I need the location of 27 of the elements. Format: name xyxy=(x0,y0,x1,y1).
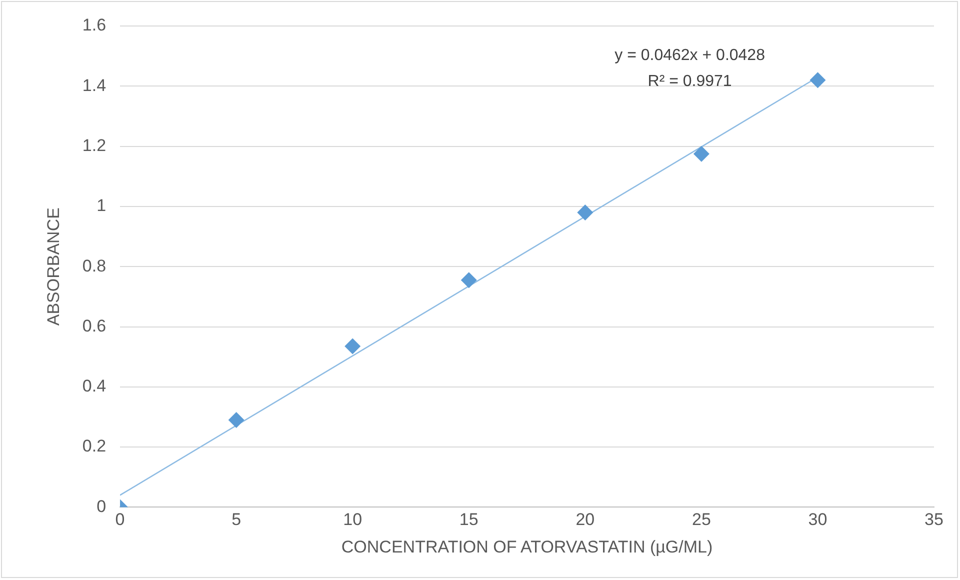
x-tick-label: 30 xyxy=(808,510,828,530)
x-tick-label: 20 xyxy=(576,510,595,530)
y-tick-label: 0.6 xyxy=(82,316,106,336)
y-axis-title: ABSORBANCE xyxy=(44,208,63,326)
point xyxy=(577,204,594,220)
y-tick-label: 0 xyxy=(96,496,106,516)
y-tick-label: 1.6 xyxy=(82,16,106,35)
point xyxy=(693,146,710,162)
x-tick-label: 25 xyxy=(692,510,711,530)
y-tick-label: 1.4 xyxy=(82,76,106,95)
y-tick-label: 1.2 xyxy=(82,136,106,155)
x-axis-title: CONCENTRATION OF ATORVASTATIN (µG/ML) xyxy=(341,537,713,556)
x-tick-label: 15 xyxy=(459,510,478,530)
point xyxy=(228,412,244,428)
point xyxy=(460,272,477,288)
y-tick-label: 0.8 xyxy=(82,256,106,276)
x-tick-label: 0 xyxy=(115,510,125,530)
y-tick-label: 1 xyxy=(96,196,106,216)
annotation: R² = 0.9971 xyxy=(648,73,732,90)
point xyxy=(344,338,361,354)
annotation: y = 0.0462x + 0.0428 xyxy=(614,47,766,64)
x-tick-label: 5 xyxy=(232,510,242,530)
x-tick-label: 10 xyxy=(343,510,362,530)
point xyxy=(810,72,826,88)
y-tick-label: 0.2 xyxy=(82,436,106,456)
x-tick-label: 35 xyxy=(924,510,944,530)
y-tick-label: 0.4 xyxy=(82,376,106,396)
